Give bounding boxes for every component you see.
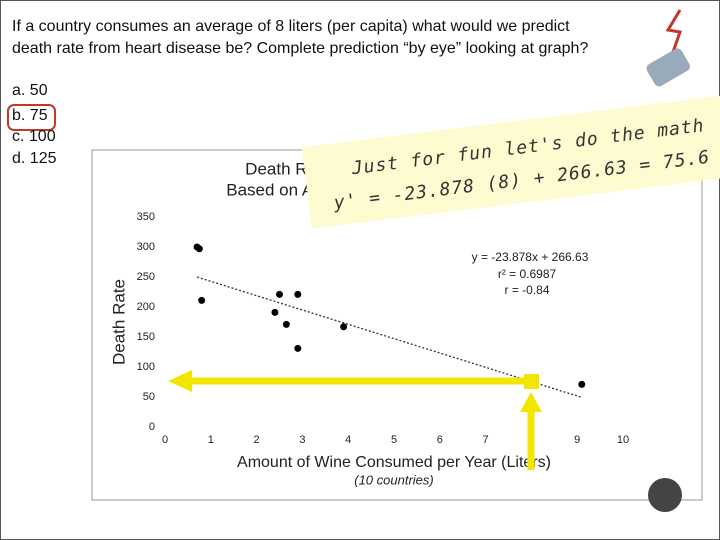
trendline-label: r = -0.84 [504, 283, 549, 297]
y-tick-label: 150 [137, 331, 155, 343]
x-tick-label: 5 [391, 434, 397, 446]
note-bg [301, 93, 720, 229]
point [340, 323, 348, 331]
y-tick-label: 50 [143, 391, 155, 403]
icon [646, 9, 690, 512]
x-tick-label: 6 [437, 434, 443, 446]
option: d. 125 [12, 150, 57, 167]
point [294, 344, 302, 352]
y-tick-label: 200 [137, 301, 155, 313]
x-tick-label: 7 [483, 434, 489, 446]
trendline-label: y = -23.878x + 266.63 [472, 250, 589, 264]
x-tick-label: 9 [574, 434, 580, 446]
answer-highlight [7, 104, 56, 131]
y-tick-label: 300 [137, 241, 155, 253]
point [294, 290, 302, 298]
y-axis-label: Death Rate [109, 279, 128, 365]
question: If a country consumes an average of 8 li… [12, 18, 589, 57]
arrow-head [168, 370, 192, 392]
trendline-label: r² = 0.6987 [498, 267, 557, 281]
point [276, 290, 283, 298]
point [198, 296, 206, 304]
plot: 050100150200250300350012345678910y = -23… [137, 211, 629, 446]
point [195, 245, 203, 253]
x-tick-label: 10 [617, 434, 629, 446]
arrows [168, 370, 542, 470]
y-tick-label: 100 [137, 361, 155, 373]
y-tick-label: 250 [137, 271, 155, 283]
option: a. 50 [12, 82, 48, 99]
arrow-joint [524, 374, 539, 389]
y-tick-label: 0 [149, 421, 155, 433]
subtitle: (10 countries) [354, 472, 433, 487]
option: c. 100 [12, 128, 56, 145]
x-tick-label: 3 [299, 434, 305, 446]
arrow-head [520, 392, 542, 412]
point [271, 308, 279, 316]
x-tick-label: 1 [208, 434, 214, 446]
trendline [196, 276, 582, 399]
point [578, 380, 586, 388]
x-tick-label: 0 [162, 434, 168, 446]
x-axis-label: Amount of Wine Consumed per Year (Liters… [237, 454, 551, 471]
y-tick-label: 350 [137, 211, 155, 223]
option: b. 75 [12, 107, 48, 124]
point [282, 320, 290, 328]
x-tick-label: 4 [345, 434, 351, 446]
x-tick-label: 2 [254, 434, 260, 446]
